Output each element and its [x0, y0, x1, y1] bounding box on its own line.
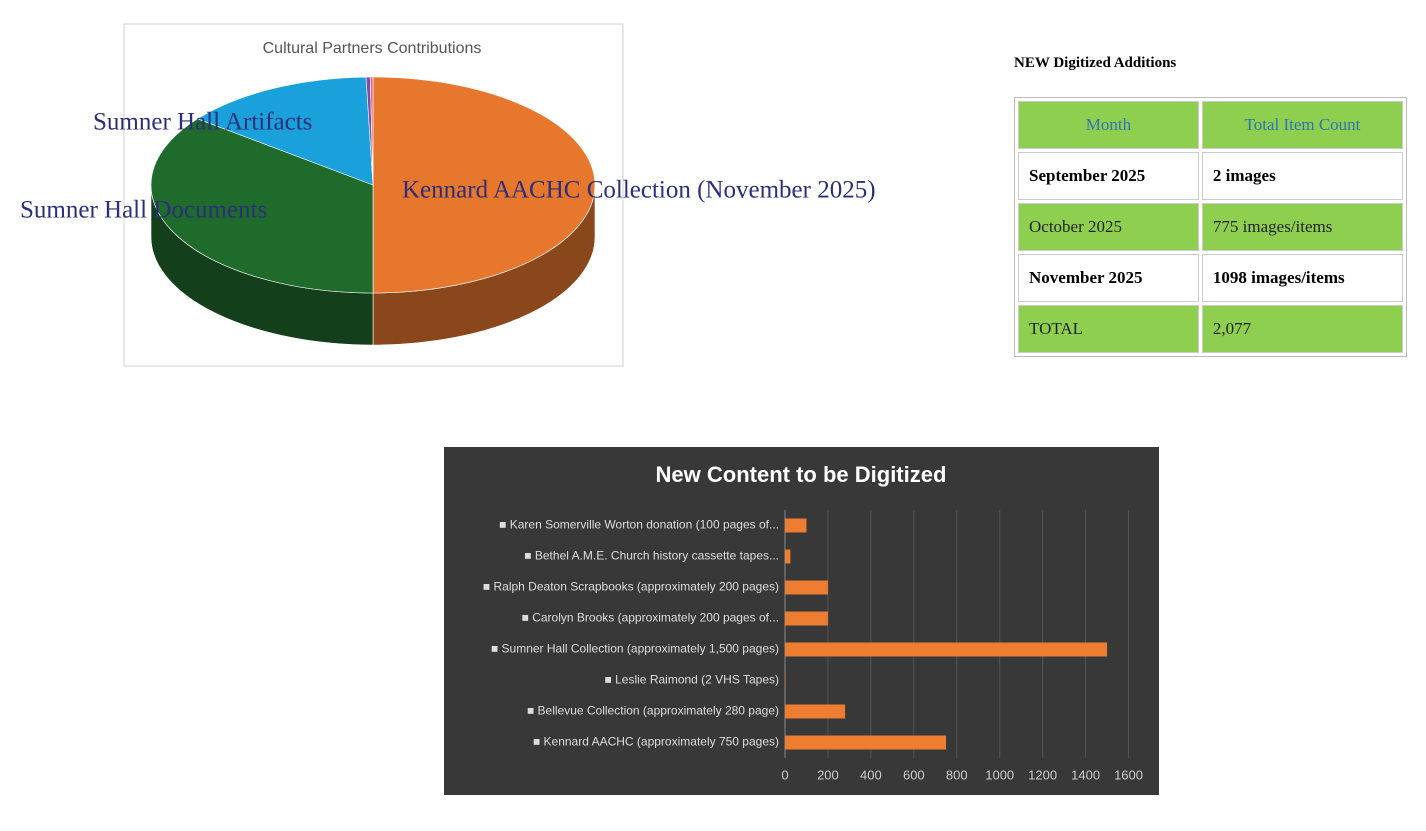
cell: TOTAL — [1018, 305, 1199, 353]
header-cell: Total Item Count — [1201, 101, 1403, 149]
bar — [785, 549, 791, 564]
cell: 2 images — [1201, 152, 1403, 200]
y-tick-label: ■ Karen Somerville Worton donation (100 … — [499, 518, 779, 532]
x-tick-label: 200 — [817, 767, 839, 782]
pie: Kennard AACHC Collection (November 2025)… — [20, 76, 876, 346]
cell: September 2025 — [1018, 152, 1199, 200]
table-row: TOTAL 2,077 — [1018, 305, 1403, 353]
pie-slice — [150, 118, 374, 294]
x-tick-label: 400 — [860, 767, 882, 782]
table-header: Month Total Item Count — [1018, 101, 1403, 149]
bar — [785, 735, 947, 750]
pie-slice — [369, 76, 374, 186]
x-tick-label: 1400 — [1071, 767, 1100, 782]
x-tick-label: 0 — [781, 767, 788, 782]
cell: October 2025 — [1018, 203, 1199, 251]
pie-slice — [372, 76, 596, 294]
bar-chart: 0 200 400 600 800 1000 1200 1400 1600 ■ Karen Som… — [483, 510, 1143, 782]
table: Month Total Item Count September 2025 2 i… — [1014, 97, 1407, 357]
bar — [785, 518, 807, 533]
cell: 2,077 — [1201, 305, 1403, 353]
bar — [785, 704, 846, 719]
cell: November 2025 — [1018, 254, 1199, 302]
pie-slice — [196, 76, 374, 186]
y-tick-label: ■ Sumner Hall Collection (approximately … — [491, 642, 779, 656]
x-tick-label: 600 — [903, 767, 925, 782]
y-tick-label: ■ Kennard AACHC (approximately 750 pages… — [533, 735, 779, 749]
cell: 1098 images/items — [1201, 254, 1403, 302]
y-tick-label: ■ Bellevue Collection (approximately 280… — [527, 704, 779, 718]
y-tick-label: ■ Ralph Deaton Scrapbooks (approximately… — [483, 580, 779, 594]
y-tick-label: ■ Carolyn Brooks (approximately 200 page… — [522, 611, 779, 625]
pie-title: Cultural Partners Contributions — [263, 40, 482, 57]
bar-title: New Content to be Digitized — [656, 462, 947, 487]
pie-label: Sumner Hall Artifacts — [93, 109, 312, 136]
y-tick-label: ■ Leslie Raimond (2 VHS Tapes) — [605, 673, 779, 687]
bar — [785, 611, 828, 626]
x-tick-label: 800 — [946, 767, 968, 782]
x-tick-label: 1000 — [985, 767, 1014, 782]
pie-label: Sumner Hall Documents — [20, 197, 267, 224]
table-row: November 2025 1098 images/items — [1018, 254, 1403, 302]
y-tick-label: ■ Bethel A.M.E. Church history cassette … — [524, 549, 779, 563]
header-cell: Month — [1018, 101, 1199, 149]
bar — [785, 580, 828, 595]
x-tick-label: 1200 — [1028, 767, 1057, 782]
bar — [785, 642, 1108, 657]
cell: 775 images/items — [1201, 203, 1403, 251]
pie-label: Kennard AACHC Collection (November 2025) — [402, 177, 876, 204]
table-row: October 2025 775 images/items — [1018, 203, 1403, 251]
x-tick-label: 1600 — [1114, 767, 1143, 782]
table-row: September 2025 2 images — [1018, 152, 1403, 200]
table-title: NEW Digitized Additions — [1014, 55, 1177, 71]
